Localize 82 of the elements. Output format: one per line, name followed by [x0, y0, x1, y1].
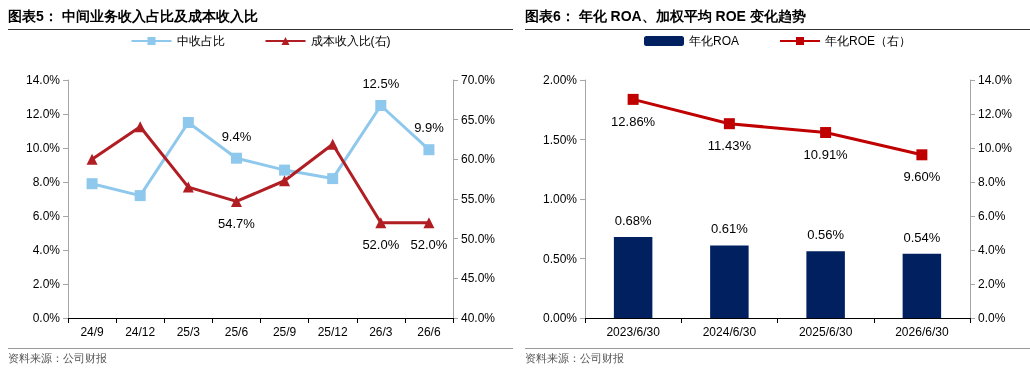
- y2-tick-label: 8.0%: [978, 175, 1006, 189]
- y-tick-label: 2.00%: [542, 73, 578, 87]
- data-label: 12.5%: [362, 76, 400, 91]
- x-tick-label: 24/12: [125, 325, 156, 339]
- data-label: 52.0%: [410, 237, 448, 253]
- y-tick-label: 1.50%: [542, 132, 578, 147]
- x-tick-label: 25/9: [272, 325, 297, 339]
- legend-label: 中收占比: [176, 34, 225, 48]
- y2-tick-label: 4.0%: [978, 243, 1006, 257]
- y2-tick-label: 14.0%: [978, 73, 1013, 87]
- y-tick-label: 6.0%: [32, 209, 61, 223]
- y2-tick-label: 70.0%: [461, 73, 496, 87]
- data-label: 0.54%: [903, 229, 941, 245]
- y2-tick-label: 2.0%: [978, 277, 1006, 291]
- data-label: 11.43%: [707, 138, 752, 154]
- point: [627, 93, 639, 105]
- y2-tick-label: 60.0%: [461, 152, 496, 167]
- point: [423, 144, 435, 156]
- y-tick-label: 2.0%: [32, 277, 61, 291]
- point: [230, 195, 242, 207]
- y-tick-label: 8.0%: [32, 175, 61, 189]
- y-tick-label: 1.00%: [542, 192, 578, 206]
- point: [134, 121, 146, 133]
- y2-tick-label: 10.0%: [978, 141, 1013, 155]
- data-label: 54.7%: [218, 215, 256, 231]
- data-label: 9.9%: [414, 120, 445, 136]
- legend-label: 成本收入比(右): [310, 34, 391, 48]
- x-tick-label: 25/12: [317, 325, 349, 339]
- data-label: 0.68%: [614, 213, 652, 229]
- text: 资料来源：公司财报: [525, 348, 1030, 366]
- chart-title: 图表6： 年化 ROA、加权平均 ROE 变化趋势: [525, 8, 1030, 30]
- point: [86, 178, 98, 190]
- data-label: 0.61%: [710, 221, 749, 237]
- x-tick-label: 24/9: [80, 325, 105, 339]
- y2-tick-label: 0.0%: [978, 311, 1006, 325]
- point: [279, 175, 291, 187]
- y-tick-label: 14.0%: [25, 73, 61, 87]
- y2-tick-label: 6.0%: [978, 209, 1006, 223]
- data-label: 10.91%: [803, 147, 849, 163]
- point: [375, 100, 387, 111]
- point: [423, 217, 435, 229]
- x-tick-label: 26/6: [417, 325, 441, 339]
- y2-tick-label: 40.0%: [461, 311, 496, 325]
- y-tick-label: 12.0%: [25, 107, 61, 121]
- y-tick-label: 0.50%: [542, 251, 578, 266]
- point: [375, 217, 387, 229]
- chart-title: 图表5： 中间业务收入占比及成本收入比: [8, 8, 513, 30]
- x-tick-label: 25/6: [224, 325, 249, 339]
- text: 资料来源：公司财报: [8, 348, 513, 366]
- point: [182, 181, 194, 193]
- y2-tick-label: 65.0%: [461, 112, 496, 127]
- y2-tick-label: 55.0%: [461, 192, 496, 206]
- y2-tick-label: 50.0%: [461, 231, 496, 246]
- y-tick-label: 0.0%: [32, 311, 61, 325]
- point: [182, 117, 194, 128]
- data-label: 0.56%: [807, 227, 845, 243]
- point: [279, 164, 291, 176]
- y-tick-label: 4.0%: [32, 243, 61, 257]
- legend-label: 年化ROE（右）: [825, 34, 912, 48]
- x-tick-label: 25/3: [176, 325, 201, 339]
- point: [327, 173, 339, 185]
- data-label: 9.60%: [903, 169, 941, 185]
- y2-tick-label: 45.0%: [461, 271, 496, 286]
- x-tick-label: 2023/6/30: [606, 325, 661, 339]
- point: [916, 149, 928, 161]
- x-tick-label: 2026/6/30: [895, 325, 949, 339]
- x-tick-label: 2024/6/30: [702, 325, 757, 339]
- point: [86, 153, 98, 165]
- data-label: 9.4%: [221, 128, 252, 144]
- point: [327, 138, 339, 150]
- x-tick-label: 2025/6/30: [798, 325, 853, 339]
- data-label: 12.86%: [611, 113, 656, 129]
- y-tick-label: 10.0%: [25, 141, 61, 155]
- point: [230, 152, 242, 164]
- data-label: 52.0%: [362, 237, 400, 253]
- point: [723, 118, 735, 130]
- y2-tick-label: 12.0%: [978, 107, 1013, 121]
- x-tick-label: 26/3: [369, 325, 393, 339]
- point: [820, 127, 832, 139]
- point: [134, 190, 146, 202]
- y-tick-label: 0.00%: [542, 311, 578, 325]
- legend-label: 年化ROA: [689, 34, 740, 48]
